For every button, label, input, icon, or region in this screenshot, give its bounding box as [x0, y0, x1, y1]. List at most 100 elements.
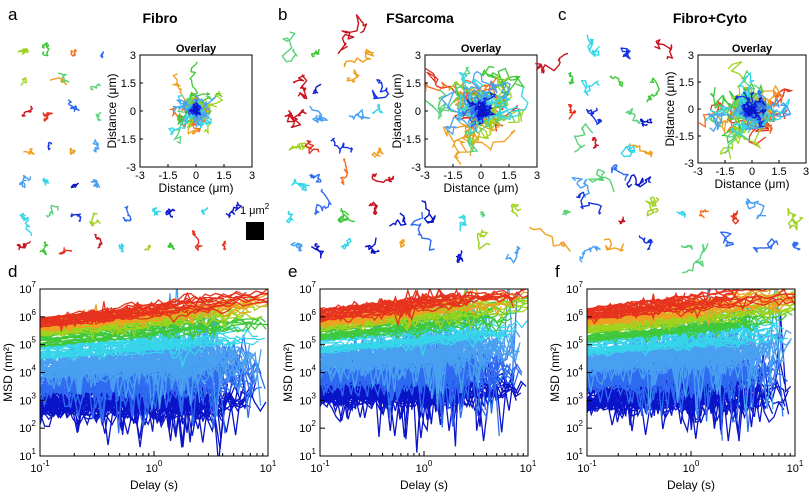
overlay-y-tick-label: 1.5: [679, 77, 694, 89]
trajectory: [17, 48, 29, 56]
trajectory: [309, 173, 322, 183]
trajectory: [90, 83, 101, 91]
trajectory: [610, 164, 629, 181]
trajectory: [292, 74, 308, 100]
trajectory: [118, 243, 125, 253]
overlay-x-tick-label: 1.5: [501, 170, 516, 182]
trajectory: [787, 207, 804, 231]
msd-y-tick-label: 106: [19, 308, 36, 324]
trajectory: [285, 210, 294, 224]
trajectory: [591, 136, 599, 149]
trajectory: [720, 231, 735, 247]
overlay-y-tick-label: 0: [130, 106, 136, 118]
msd-y-tick-label: 106: [299, 308, 316, 324]
msd-series: [587, 289, 795, 442]
trajectory: [288, 142, 308, 151]
trajectory: [92, 139, 100, 153]
msd-curve: [587, 310, 769, 333]
msd-y-tick-label: 101: [566, 447, 583, 463]
msd-curve: [587, 289, 769, 311]
msd-curve: [587, 346, 759, 416]
overlay-y-tick-label: 3: [688, 50, 694, 62]
msd-y-tick-label: 102: [566, 419, 583, 435]
msd-curve: [320, 330, 503, 353]
trajectory: [562, 209, 571, 216]
trajectory: [69, 147, 76, 155]
msd-curve: [320, 316, 446, 341]
trajectory: [458, 214, 467, 232]
trajectory: [364, 237, 380, 254]
trajectory: [312, 83, 322, 95]
msd-curve: [40, 329, 238, 350]
overlay-y-tick-label: 1.5: [121, 78, 136, 90]
trajectory: [745, 198, 767, 220]
msd-curve: [320, 359, 491, 387]
msd-curve: [40, 305, 214, 328]
msd-curve: [40, 298, 236, 321]
overlay-y-label: Distance (μm): [105, 74, 119, 149]
msd-curve: [320, 310, 493, 332]
msd-y-tick-label: 107: [299, 280, 316, 296]
trajectory: [309, 105, 328, 124]
trajectory: [95, 111, 102, 121]
overlay-x-tick-label: 3: [249, 170, 255, 182]
msd-y-tick-label: 105: [19, 336, 36, 352]
trajectory: [646, 77, 660, 103]
trajectory: [410, 211, 435, 251]
msd-y-tick-label: 102: [299, 419, 316, 435]
trajectory: [16, 240, 32, 251]
msd-x-tick-label: 10-1: [30, 459, 50, 475]
msd-curve: [587, 324, 761, 343]
msd-curve: [320, 289, 528, 313]
overlay-y-tick-label: -3: [126, 162, 136, 174]
trajectory: [122, 205, 132, 222]
overlay-trajectory: [465, 110, 491, 153]
panel-letter: f: [555, 262, 560, 281]
msd-x-tick-label: 10-1: [310, 459, 330, 475]
overlay-x-tick-label: -3: [135, 170, 145, 182]
overlay-x-tick-label: -1.5: [716, 166, 735, 178]
trajectory: [698, 209, 709, 219]
overlay-y-tick-label: 0: [415, 106, 421, 118]
overlay-x-label: Distance (μm): [715, 177, 790, 191]
overlay-trajectory: [480, 81, 511, 112]
overlay-y-tick-label: 0: [688, 104, 694, 116]
trajectory-panels: a Fibro Overlay -3 -1.5 0 1.5 3 3 1.5 0 -1.5 -3 Dista…: [8, 5, 809, 274]
trajectory: [94, 233, 103, 249]
trajectory: [480, 210, 486, 218]
trajectory: [573, 123, 594, 153]
trajectory: [39, 241, 49, 256]
trajectory: [639, 118, 653, 127]
trajectory: [618, 216, 626, 225]
overlay-y-tick-label: -1.5: [402, 134, 421, 146]
trajectory: [399, 239, 405, 248]
trajectory: [314, 188, 332, 216]
overlay-x-tick-label: -3: [693, 166, 703, 178]
msd-curve: [587, 324, 785, 349]
overlay-trajectory: [477, 100, 485, 116]
trajectory: [42, 112, 53, 122]
overlay-tracks: [167, 61, 224, 145]
msd-curve: [320, 289, 446, 315]
overlay-y-tick-label: 3: [415, 50, 421, 62]
overlay-trajectory: [463, 70, 496, 112]
trajectory: [19, 174, 32, 189]
overlay-plot: Overlay -3 -1.5 0 1.5 3 3 1.5 0 -1.5 -3 Distance (μ…: [105, 43, 255, 195]
overlay-y-label: Distance (μm): [390, 74, 404, 149]
msd-panel-d: d 10-1 100 101 101 102 103 104 105 106 107 Delay (s…: [1, 262, 277, 492]
trajectory: [144, 244, 151, 251]
scale-bar: 1 μm2: [240, 202, 270, 240]
msd-curve: [587, 296, 681, 312]
msd-x-label: Delay (s): [400, 478, 448, 492]
trajectory: [455, 250, 464, 264]
trajectory: [70, 182, 79, 189]
msd-curve: [587, 306, 793, 340]
trajectory: [192, 230, 203, 251]
trajectory: [625, 107, 641, 124]
msd-curve: [320, 359, 511, 417]
msd-curve: [40, 345, 266, 418]
overlay-trajectory: [740, 104, 764, 127]
trajectory: [200, 207, 209, 216]
trajectory: [284, 109, 307, 129]
overlay-trajectory: [192, 108, 199, 116]
